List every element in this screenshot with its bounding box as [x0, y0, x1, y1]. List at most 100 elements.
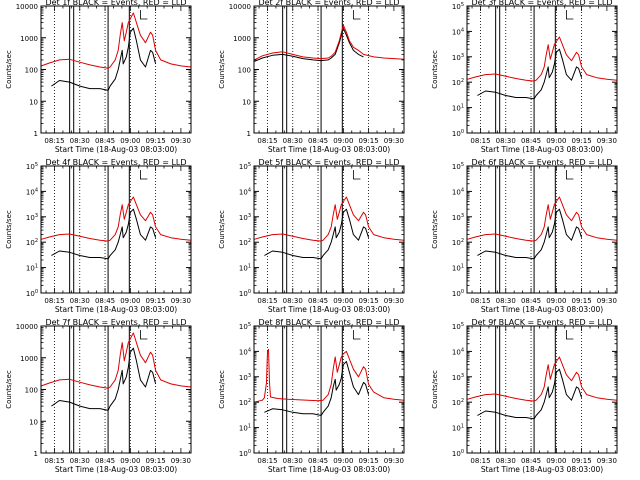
x-tick-label: 09:30 — [597, 137, 617, 145]
panel-title: Det 4f BLACK = Events, RED = LLD — [45, 158, 186, 167]
plot-frame — [40, 165, 192, 294]
x-tick-label: 08:45 — [95, 457, 115, 465]
legend-bracket-icon — [566, 330, 574, 340]
y-tick-label: 105 — [239, 162, 251, 171]
x-tick-label: 09:15 — [359, 297, 379, 305]
x-tick-label: 08:30 — [496, 457, 516, 465]
panel-title: Det 9f BLACK = Events, RED = LLD — [471, 318, 612, 327]
x-tick-label: 09:30 — [384, 297, 404, 305]
y-tick-label: 1000 — [233, 35, 251, 43]
panel-title: Det 6f BLACK = Events, RED = LLD — [471, 158, 612, 167]
series-line-events — [477, 368, 583, 420]
x-tick-label: 09:30 — [384, 457, 404, 465]
y-tick-label: 100 — [239, 449, 251, 458]
panel-det-1f: Det 1f BLACK = Events, RED = LLD 1 10 100 10… — [5, 0, 192, 154]
x-tick-label: 09:00 — [333, 457, 353, 465]
x-tick-label: 09:00 — [333, 297, 353, 305]
x-tick-label: 09:00 — [546, 297, 566, 305]
x-tick-label: 09:00 — [120, 457, 140, 465]
x-tick-label: 08:30 — [496, 297, 516, 305]
y-tick-label: 102 — [26, 238, 38, 247]
y-axis-label: Counts/sec — [218, 210, 226, 249]
x-tick-label: 09:00 — [120, 297, 140, 305]
y-tick-label: 102 — [452, 238, 464, 247]
x-tick-label: 08:45 — [521, 137, 541, 145]
panel-det-9f: Det 9f BLACK = Events, RED = LLD 100 101 10… — [431, 318, 618, 474]
x-tick-label: 09:15 — [146, 457, 166, 465]
plot-frame — [466, 325, 618, 454]
x-tick-label: 08:30 — [496, 137, 516, 145]
x-tick-label: 08:15 — [470, 137, 490, 145]
plot-frame — [466, 5, 618, 134]
legend-bracket-icon — [353, 10, 361, 20]
x-tick-label: 09:15 — [146, 297, 166, 305]
x-tick-label: 08:45 — [308, 137, 328, 145]
series-line-events — [264, 361, 370, 416]
y-axis-label: Counts/sec — [5, 370, 13, 409]
y-tick-label: 102 — [452, 398, 464, 407]
y-tick-label: 101 — [239, 264, 251, 273]
series-line-lld — [254, 348, 405, 403]
plot-frame — [40, 5, 192, 134]
legend-bracket-icon — [566, 170, 574, 180]
series-line-events — [264, 208, 370, 260]
y-axis-label: Counts/sec — [5, 50, 13, 89]
y-tick-label: 103 — [239, 373, 251, 382]
panel-title: Det 7f BLACK = Events, RED = LLD — [45, 318, 186, 327]
y-tick-label: 104 — [239, 347, 251, 356]
series-line-lld — [254, 24, 405, 61]
x-tick-label: 09:30 — [171, 297, 191, 305]
y-tick-label: 10000 — [16, 323, 38, 331]
plot-frame — [253, 325, 405, 454]
panel-title: Det 2f BLACK = Events, RED = LLD — [258, 0, 399, 7]
y-tick-label: 100 — [25, 387, 38, 395]
x-tick-label: 08:30 — [283, 457, 303, 465]
y-tick-label: 100 — [239, 289, 251, 298]
y-tick-label: 104 — [239, 187, 251, 196]
y-tick-label: 1 — [34, 130, 38, 138]
y-tick-label: 103 — [452, 213, 464, 222]
x-tick-label: 08:30 — [70, 457, 90, 465]
y-tick-label: 100 — [238, 67, 251, 75]
x-axis-label: Start Time (18-Aug-03 08:03:00) — [55, 145, 177, 154]
x-tick-label: 08:30 — [283, 297, 303, 305]
x-tick-label: 09:30 — [171, 457, 191, 465]
y-tick-label: 103 — [452, 373, 464, 382]
y-tick-label: 105 — [452, 162, 464, 171]
y-tick-label: 100 — [25, 67, 38, 75]
series-line-lld — [41, 196, 192, 242]
x-tick-label: 08:30 — [70, 297, 90, 305]
x-tick-label: 08:15 — [44, 137, 64, 145]
y-tick-label: 10 — [242, 98, 251, 106]
x-tick-label: 09:30 — [597, 457, 617, 465]
series-line-events — [51, 347, 157, 411]
x-tick-label: 08:45 — [308, 457, 328, 465]
panel-title: Det 1f BLACK = Events, RED = LLD — [45, 0, 186, 7]
y-tick-label: 104 — [452, 347, 464, 356]
y-tick-label: 102 — [452, 78, 464, 87]
y-tick-label: 105 — [239, 322, 251, 331]
y-tick-label: 10000 — [229, 3, 251, 11]
x-axis-label: Start Time (18-Aug-03 08:03:00) — [481, 465, 603, 474]
y-tick-label: 10 — [29, 98, 38, 106]
legend-bracket-icon — [140, 170, 148, 180]
x-tick-label: 08:15 — [470, 297, 490, 305]
y-tick-label: 1 — [247, 130, 251, 138]
x-tick-label: 08:15 — [257, 457, 277, 465]
panel-det-6f: Det 6f BLACK = Events, RED = LLD 100 101 10… — [431, 158, 618, 314]
y-tick-label: 101 — [239, 424, 251, 433]
y-tick-label: 102 — [239, 238, 251, 247]
series-line-lld — [254, 196, 405, 242]
x-tick-label: 09:15 — [146, 137, 166, 145]
y-tick-label: 103 — [26, 213, 38, 222]
x-tick-label: 08:45 — [95, 137, 115, 145]
y-tick-label: 103 — [239, 213, 251, 222]
x-tick-label: 09:15 — [572, 137, 592, 145]
panel-det-4f: Det 4f BLACK = Events, RED = LLD 100 101 10… — [5, 158, 192, 314]
x-tick-label: 08:15 — [470, 457, 490, 465]
y-tick-label: 102 — [239, 398, 251, 407]
y-tick-label: 101 — [452, 104, 464, 113]
y-tick-label: 100 — [452, 449, 464, 458]
x-axis-label: Start Time (18-Aug-03 08:03:00) — [55, 305, 177, 314]
x-axis-label: Start Time (18-Aug-03 08:03:00) — [268, 305, 390, 314]
